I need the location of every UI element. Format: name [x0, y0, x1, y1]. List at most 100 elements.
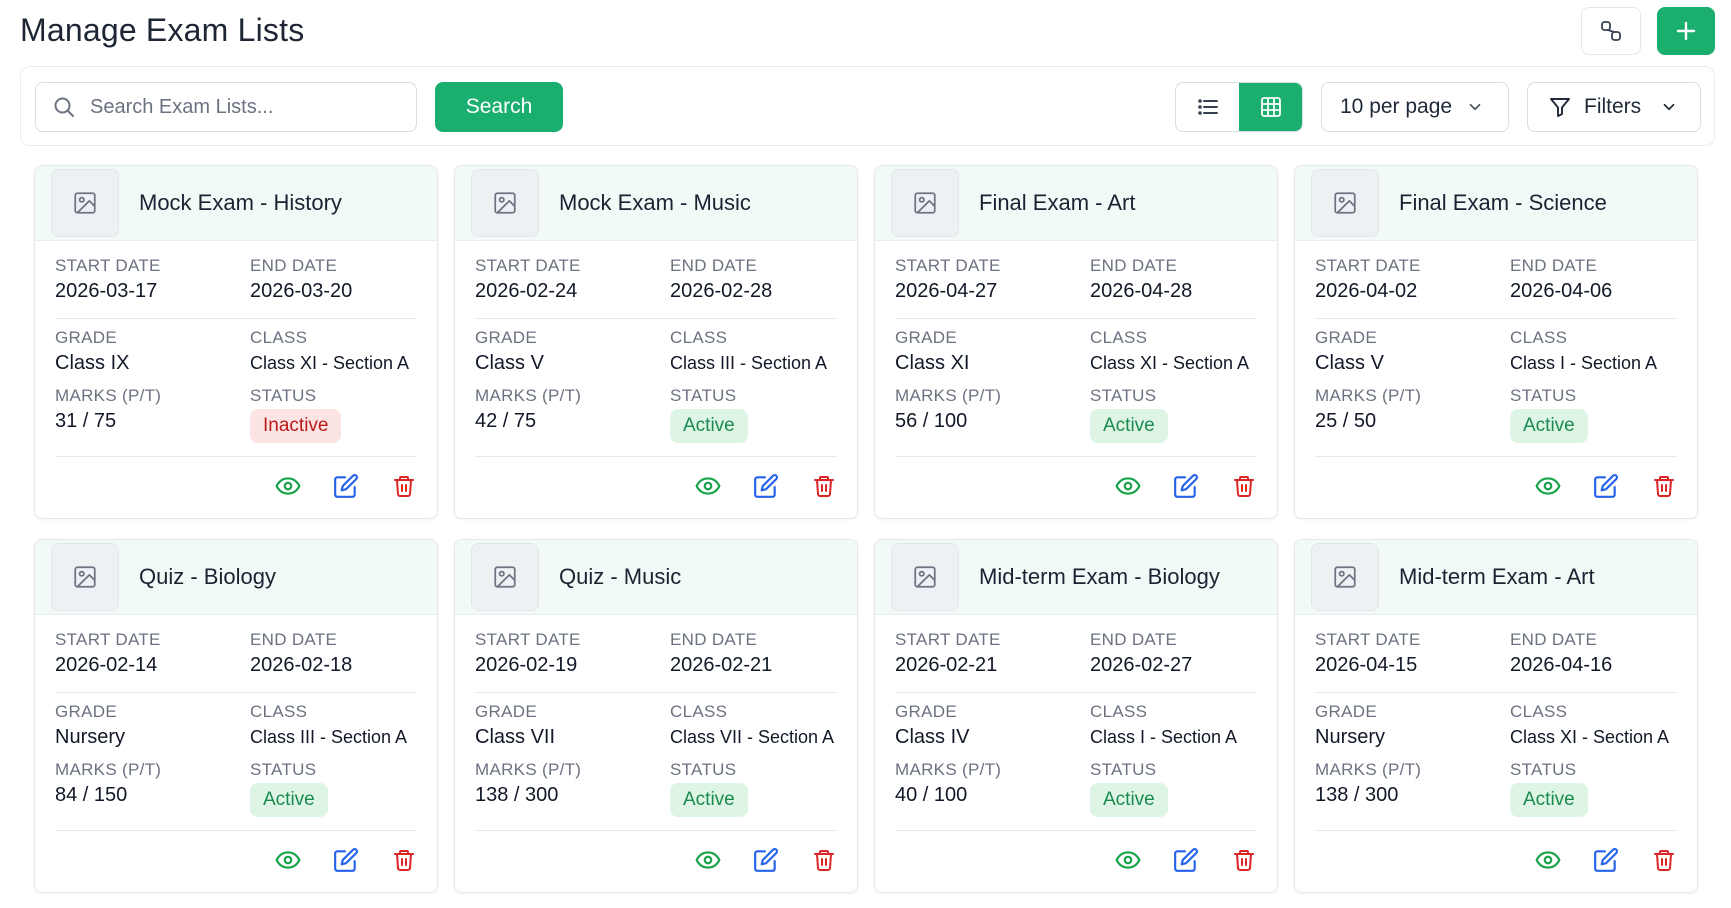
- marks-status-row: MARKS (P/T) 25 / 50 STATUS Active: [1315, 383, 1677, 457]
- view-button[interactable]: [1533, 845, 1563, 875]
- marks-label: MARKS (P/T): [475, 760, 582, 779]
- grade-label: GRADE: [1315, 328, 1377, 347]
- marks-field: MARKS (P/T) 42 / 75: [475, 385, 670, 456]
- class-value: Class III - Section A: [670, 353, 828, 373]
- per-page-select[interactable]: 10 per page: [1321, 82, 1509, 132]
- link-icon: [1601, 21, 1621, 41]
- grade-value: Class V: [475, 352, 544, 374]
- start-date-label: START DATE: [895, 256, 1001, 275]
- exam-title: Mock Exam - Music: [559, 190, 751, 215]
- end-date-label: END DATE: [1510, 256, 1598, 275]
- marks-label: MARKS (P/T): [55, 386, 162, 405]
- status-field: STATUS Active: [670, 759, 837, 830]
- edit-button[interactable]: [1591, 471, 1621, 501]
- class-label: CLASS: [250, 702, 308, 721]
- view-button[interactable]: [273, 845, 303, 875]
- delete-button[interactable]: [809, 845, 839, 875]
- exam-title: Final Exam - Science: [1399, 190, 1607, 215]
- add-exam-button[interactable]: [1657, 7, 1715, 55]
- edit-button[interactable]: [1171, 471, 1201, 501]
- view-button[interactable]: [1113, 845, 1143, 875]
- view-button[interactable]: [693, 845, 723, 875]
- view-button[interactable]: [693, 471, 723, 501]
- start-date-label: START DATE: [55, 256, 161, 275]
- image-icon: [494, 192, 516, 214]
- dates-row: START DATE 2026-04-27 END DATE 2026-04-2…: [895, 255, 1257, 319]
- dates-row: START DATE 2026-03-17 END DATE 2026-03-2…: [55, 255, 417, 319]
- start-date-label: START DATE: [1315, 256, 1421, 275]
- edit-icon: [334, 474, 358, 498]
- status-label: STATUS: [1510, 386, 1577, 405]
- class-label: CLASS: [1090, 328, 1148, 347]
- delete-button[interactable]: [1229, 845, 1259, 875]
- exam-title: Final Exam - Art: [979, 190, 1136, 215]
- grade-class-row: GRADE Class V CLASS Class I - Section A: [1315, 319, 1677, 383]
- start-date-value: 2026-03-17: [55, 280, 158, 302]
- exam-thumbnail: [51, 543, 119, 611]
- class-field: CLASS Class XI - Section A: [250, 327, 417, 383]
- exam-grid: Mock Exam - History START DATE 2026-03-1…: [34, 165, 1700, 893]
- trash-icon: [394, 476, 414, 497]
- list-view-button[interactable]: [1176, 83, 1239, 131]
- marks-value: 138 / 300: [1315, 784, 1399, 806]
- dates-row: START DATE 2026-04-02 END DATE 2026-04-0…: [1315, 255, 1677, 319]
- edit-icon: [1594, 848, 1618, 872]
- exam-title: Mock Exam - History: [139, 190, 342, 215]
- grade-label: GRADE: [475, 328, 537, 347]
- start-date-field: START DATE 2026-04-02: [1315, 255, 1510, 318]
- grade-value: Class IX: [55, 352, 130, 374]
- marks-field: MARKS (P/T) 31 / 75: [55, 385, 250, 456]
- card-body: START DATE 2026-02-19 END DATE 2026-02-2…: [455, 615, 857, 831]
- end-date-label: END DATE: [250, 630, 338, 649]
- image-icon: [74, 566, 96, 588]
- delete-button[interactable]: [1229, 471, 1259, 501]
- trash-icon: [394, 850, 414, 871]
- grade-field: GRADE Class IV: [895, 701, 1090, 757]
- end-date-value: 2026-03-20: [250, 280, 353, 302]
- filters-dropdown[interactable]: Filters: [1527, 82, 1701, 132]
- end-date-label: END DATE: [1510, 630, 1598, 649]
- grade-label: GRADE: [895, 328, 957, 347]
- delete-button[interactable]: [389, 471, 419, 501]
- status-badge: Active: [1510, 783, 1588, 817]
- card-header: Final Exam - Art: [875, 166, 1277, 241]
- edit-button[interactable]: [331, 845, 361, 875]
- marks-value: 138 / 300: [475, 784, 559, 806]
- trash-icon: [814, 850, 834, 871]
- view-button[interactable]: [273, 471, 303, 501]
- edit-button[interactable]: [751, 845, 781, 875]
- exam-thumbnail: [1311, 543, 1379, 611]
- link-button[interactable]: [1581, 7, 1641, 55]
- card-actions: [875, 457, 1277, 515]
- edit-button[interactable]: [1591, 845, 1621, 875]
- end-date-field: END DATE 2026-03-20: [250, 255, 417, 318]
- edit-button[interactable]: [751, 471, 781, 501]
- grade-label: GRADE: [895, 702, 957, 721]
- search-button[interactable]: Search: [435, 82, 563, 132]
- grid-view-button[interactable]: [1239, 83, 1302, 131]
- exam-thumbnail: [1311, 169, 1379, 237]
- delete-button[interactable]: [1649, 471, 1679, 501]
- card-actions: [35, 457, 437, 515]
- edit-button[interactable]: [331, 471, 361, 501]
- view-button[interactable]: [1533, 471, 1563, 501]
- search-icon: [54, 97, 74, 117]
- class-field: CLASS Class I - Section A: [1510, 327, 1677, 383]
- list-icon: [1197, 99, 1218, 115]
- edit-icon: [754, 848, 778, 872]
- exam-card: Mid-term Exam - Biology START DATE 2026-…: [874, 539, 1278, 893]
- edit-button[interactable]: [1171, 845, 1201, 875]
- delete-button[interactable]: [809, 471, 839, 501]
- search-input[interactable]: [90, 95, 390, 119]
- class-value: Class XI - Section A: [1090, 353, 1250, 373]
- marks-status-row: MARKS (P/T) 42 / 75 STATUS Active: [475, 383, 837, 457]
- view-toggle: [1175, 82, 1303, 132]
- image-icon: [914, 192, 936, 214]
- search-box[interactable]: [35, 82, 417, 132]
- marks-label: MARKS (P/T): [895, 386, 1002, 405]
- delete-button[interactable]: [1649, 845, 1679, 875]
- delete-button[interactable]: [389, 845, 419, 875]
- status-field: STATUS Active: [670, 385, 837, 456]
- view-button[interactable]: [1113, 471, 1143, 501]
- card-actions: [455, 831, 857, 889]
